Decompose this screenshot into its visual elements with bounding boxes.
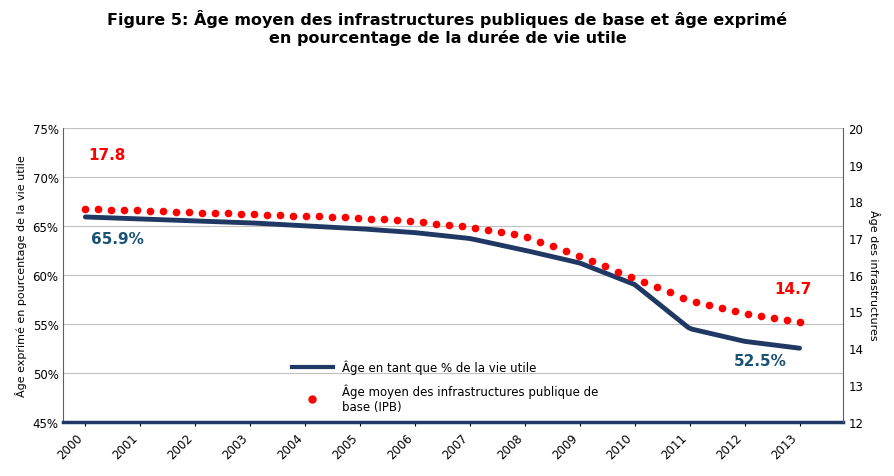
Y-axis label: Âge exprimé en pourcentage de la vie utile: Âge exprimé en pourcentage de la vie uti… bbox=[15, 155, 27, 396]
Text: 17.8: 17.8 bbox=[88, 148, 125, 163]
Text: 65.9%: 65.9% bbox=[91, 232, 144, 247]
Y-axis label: Âge des infrastructures: Âge des infrastructures bbox=[867, 210, 879, 340]
Text: 52.5%: 52.5% bbox=[733, 353, 786, 368]
Text: 14.7: 14.7 bbox=[774, 281, 811, 297]
Legend: Âge en tant que % de la vie utile, Âge moyen des infrastructures publique de
bas: Âge en tant que % de la vie utile, Âge m… bbox=[291, 359, 598, 413]
Text: Figure 5: Âge moyen des infrastructures publiques de base et âge exprimé
en pour: Figure 5: Âge moyen des infrastructures … bbox=[107, 10, 787, 46]
